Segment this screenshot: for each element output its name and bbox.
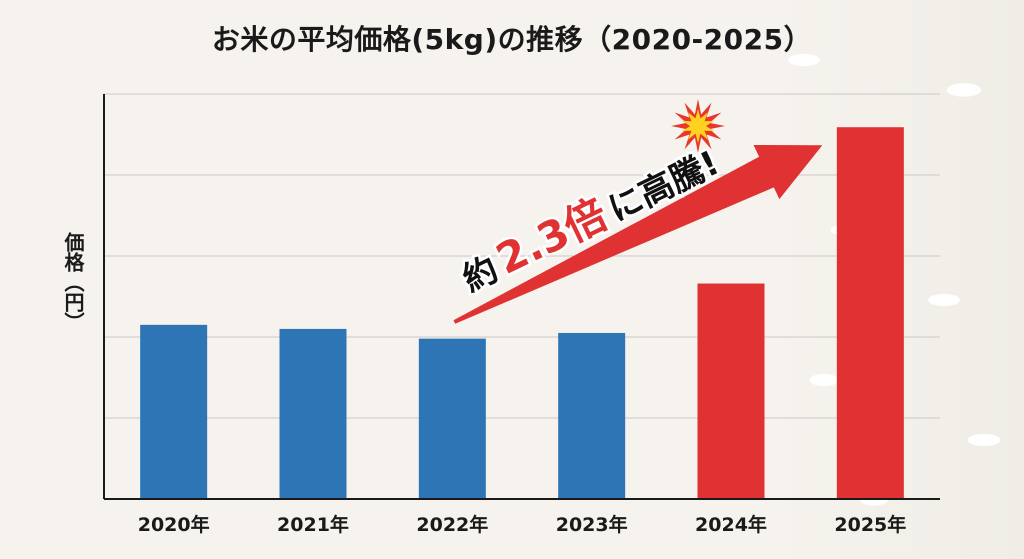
bar-2021年 bbox=[279, 328, 347, 499]
x-tick-labels: 2020年 2021年 2022年 2023年 2024年 2025年 bbox=[138, 513, 907, 536]
x-tick-label: 2023年 bbox=[556, 513, 628, 536]
growth-arrow bbox=[453, 145, 823, 324]
bars bbox=[140, 127, 904, 500]
x-tick-label: 2025年 bbox=[834, 513, 906, 536]
growth-annotation: 約 2.3倍 に高騰! bbox=[453, 99, 823, 324]
bar-2025年 bbox=[836, 127, 904, 500]
x-tick-label: 2021年 bbox=[277, 513, 349, 536]
bar-2023年 bbox=[558, 332, 626, 499]
explosion-icon bbox=[671, 99, 725, 153]
bar-2020年 bbox=[140, 324, 208, 499]
chart-title: お米の平均価格(5kg)の推移（2020-2025） bbox=[211, 23, 813, 56]
x-tick-label: 2024年 bbox=[695, 513, 767, 536]
axes bbox=[103, 94, 940, 500]
bar-2022年 bbox=[418, 338, 486, 499]
x-tick-label: 2020年 bbox=[138, 513, 210, 536]
y-axis-label: 価格（円） bbox=[61, 232, 85, 332]
grid-lines bbox=[104, 93, 940, 419]
bar-2024年 bbox=[697, 283, 765, 499]
x-tick-label: 2022年 bbox=[416, 513, 488, 536]
